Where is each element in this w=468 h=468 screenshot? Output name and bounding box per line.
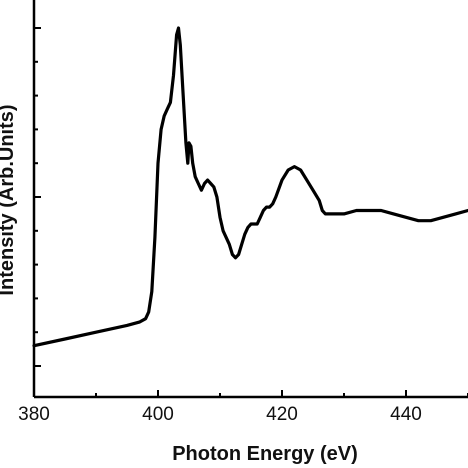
plot-area: 380 400 420 440 — [18, 0, 468, 425]
x-tick-label: 380 — [18, 404, 50, 425]
x-axis-title: Photon Energy (eV) — [172, 443, 358, 465]
x-tick-label: 420 — [266, 404, 298, 425]
y-axis-title: Intensity (Arb.Units) — [0, 104, 18, 295]
x-tick-label: 440 — [390, 404, 422, 425]
spectrum-line — [32, 26, 468, 348]
x-tick-label: 400 — [142, 404, 174, 425]
